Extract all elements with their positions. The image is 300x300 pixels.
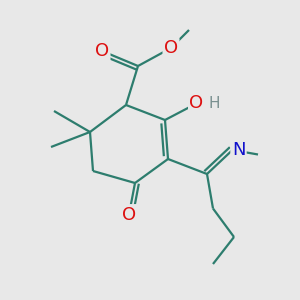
Text: H: H bbox=[209, 96, 220, 111]
Text: O: O bbox=[95, 42, 109, 60]
Text: O: O bbox=[122, 206, 136, 224]
Text: O: O bbox=[164, 39, 178, 57]
Text: O: O bbox=[189, 94, 204, 112]
Text: N: N bbox=[232, 141, 245, 159]
